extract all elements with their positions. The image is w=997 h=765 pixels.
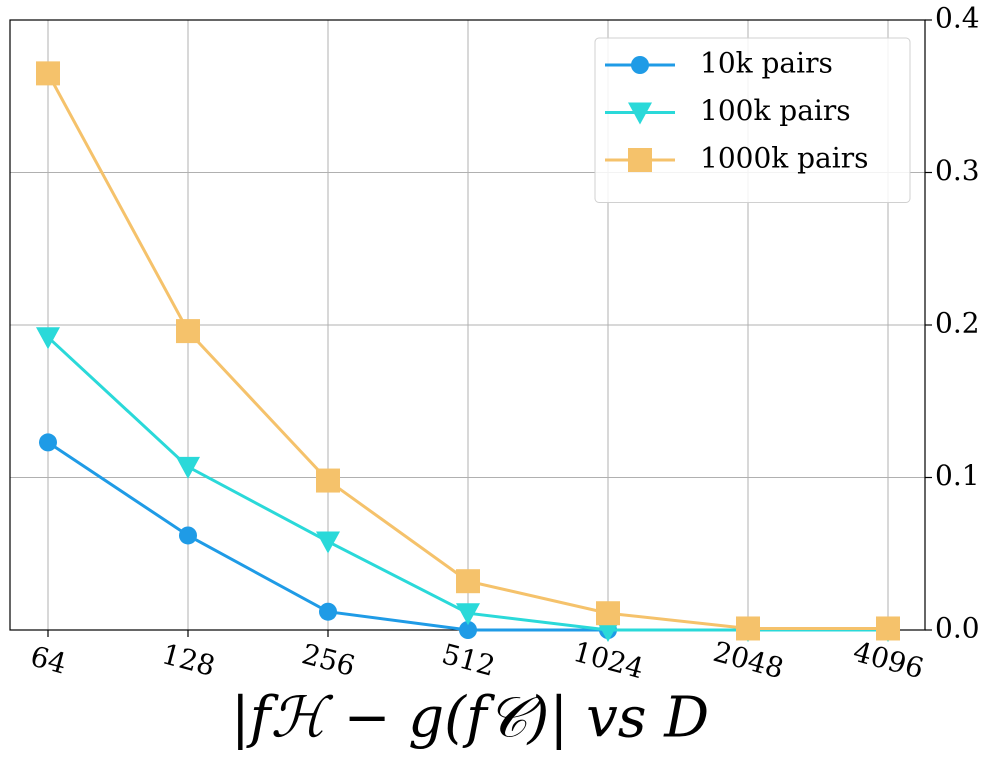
- x-tick-label: 512: [438, 637, 498, 683]
- y-tick-label: 0.1: [935, 459, 980, 492]
- marker: [736, 616, 760, 641]
- marker: [456, 569, 480, 594]
- x-tick-label: 128: [158, 637, 218, 683]
- marker: [319, 602, 337, 621]
- marker: [459, 621, 477, 639]
- marker: [876, 616, 900, 641]
- marker: [316, 531, 340, 554]
- marker: [456, 603, 480, 626]
- x-tick-label: 1024: [570, 635, 647, 685]
- y-tick-label: 0.0: [935, 612, 980, 645]
- marker: [39, 433, 57, 452]
- marker: [316, 468, 340, 493]
- marker: [596, 601, 620, 626]
- marker: [176, 456, 200, 479]
- marker: [631, 56, 649, 74]
- marker: [628, 148, 652, 172]
- legend-label: 10k pairs: [700, 47, 833, 80]
- series: [36, 61, 900, 641]
- marker: [176, 319, 200, 344]
- legend-label: 1000k pairs: [700, 142, 868, 175]
- y-tick-label: 0.4: [935, 2, 980, 35]
- marker: [628, 102, 652, 125]
- x-axis-label: |fℋ − g(f𝒞)| vs D: [231, 686, 709, 751]
- x-tick-label: 2048: [710, 635, 787, 685]
- x-tick-label: 4096: [850, 635, 927, 685]
- y-tick-label: 0.2: [935, 307, 980, 340]
- y-tick-label: 0.3: [935, 154, 980, 187]
- x-tick-label: 64: [27, 640, 70, 681]
- marker: [36, 327, 60, 350]
- x-tick-label: 256: [298, 637, 358, 683]
- marker: [596, 620, 620, 642]
- marker: [179, 526, 197, 545]
- marker: [36, 61, 60, 86]
- legend: 10k pairs 100k pairs 1000k pairs: [594, 37, 911, 203]
- legend-label: 100k pairs: [700, 94, 851, 127]
